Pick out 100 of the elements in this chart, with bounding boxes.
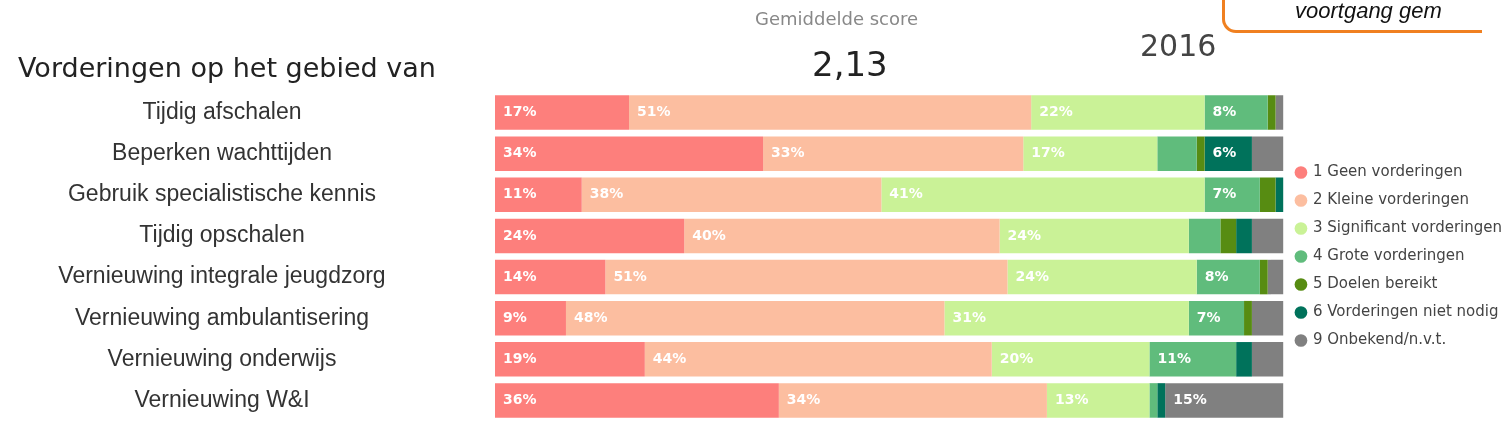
data-label: 38% <box>589 185 624 202</box>
data-label: 33% <box>771 144 805 161</box>
data-label: 15% <box>1173 391 1207 408</box>
y-tick-label: Tijdig opschalen <box>139 221 305 248</box>
bar <box>1251 218 1284 254</box>
data-label: 34% <box>503 144 537 161</box>
text: 2,13 <box>812 44 888 84</box>
y-tick-label: Vernieuwing ambulantisering <box>74 303 370 330</box>
bar <box>1251 300 1284 336</box>
bar <box>605 259 1008 295</box>
y-tick-label: Tijdig afschalen <box>142 97 302 124</box>
data-label: 8% <box>1212 103 1237 120</box>
bar <box>778 383 1047 418</box>
text: 2016 <box>1140 28 1217 63</box>
bar <box>629 95 1032 130</box>
bar <box>1157 383 1166 418</box>
data-label: 48% <box>573 308 608 325</box>
legend-label: 2 Kleine vorderingen <box>1312 190 1469 209</box>
data-label: 17% <box>1031 144 1065 161</box>
bar <box>1236 342 1252 377</box>
bar <box>1251 342 1284 377</box>
bar <box>495 95 630 130</box>
bar <box>999 218 1189 254</box>
bar <box>495 177 582 213</box>
text: Gemiddelde score <box>755 8 919 29</box>
y-tick-label: Vernieuwing W&I <box>134 385 310 412</box>
legend-label: 6 Vorderingen niet nodig <box>1312 302 1499 321</box>
bar <box>495 259 606 295</box>
bar <box>1220 218 1237 254</box>
data-label: 51% <box>613 267 647 284</box>
bar <box>991 342 1150 377</box>
data-label: 31% <box>952 308 986 325</box>
bar <box>1165 383 1284 418</box>
data-label: 7% <box>1196 308 1221 325</box>
bar <box>1149 383 1158 418</box>
data-label: 17% <box>503 103 537 120</box>
text: voortgang gem <box>1222 0 1482 33</box>
bar <box>684 218 1000 254</box>
bar <box>1244 300 1252 336</box>
bar <box>1267 259 1284 295</box>
data-label: 40% <box>692 226 726 243</box>
data-label: 6% <box>1212 144 1237 161</box>
bar <box>1236 218 1252 254</box>
bar <box>944 300 1189 336</box>
legend-label: 9 Onbekend/n.v.t. <box>1312 330 1447 349</box>
bar <box>1046 383 1150 418</box>
data-label: 24% <box>1007 226 1042 243</box>
bar <box>1204 95 1268 130</box>
data-label: 11% <box>503 185 537 202</box>
legend-label: 3 Significant vorderingen <box>1312 218 1502 237</box>
legend-label: 5 Doelen bereikt <box>1312 274 1438 293</box>
y-tick-label: Vernieuwing integrale jeugdzorg <box>58 262 386 289</box>
y-tick-label: Vernieuwing onderwijs <box>107 344 337 371</box>
bar <box>1259 177 1276 213</box>
bar <box>1188 300 1245 336</box>
bar <box>495 300 566 336</box>
bar <box>644 342 992 377</box>
bar <box>1149 342 1237 377</box>
bar <box>1251 136 1284 171</box>
data-label: 36% <box>503 391 537 408</box>
bar <box>1196 259 1260 295</box>
data-label: 8% <box>1204 267 1229 284</box>
bar <box>881 177 1205 213</box>
data-label: 13% <box>1054 391 1089 408</box>
y-tick-label: Gebruik specialistische kennis <box>67 180 377 207</box>
data-label: 22% <box>1039 103 1073 120</box>
data-label: 24% <box>503 226 537 243</box>
bar <box>763 136 1024 171</box>
bar <box>1267 95 1276 130</box>
bar <box>495 383 779 418</box>
data-label: 24% <box>1015 267 1050 284</box>
bar <box>1204 136 1252 171</box>
data-label: 19% <box>503 349 537 366</box>
bar <box>565 300 945 336</box>
bar <box>1196 136 1205 171</box>
data-label: 7% <box>1212 185 1237 202</box>
data-label: 9% <box>503 308 527 325</box>
bar <box>1031 95 1205 130</box>
bar <box>1157 136 1197 171</box>
data-label: 51% <box>637 103 671 120</box>
bar <box>581 177 882 213</box>
data-label: 14% <box>503 267 537 284</box>
bar <box>495 218 685 254</box>
y-tick-label: Beperken wachttijden <box>112 139 332 166</box>
y-axis-title: Vorderingen op het gebied van <box>18 52 436 83</box>
bar <box>1275 95 1284 130</box>
bar <box>495 136 764 171</box>
data-label: 11% <box>1157 349 1191 366</box>
data-label: 34% <box>786 391 821 408</box>
bar <box>1188 218 1221 254</box>
data-label: 20% <box>999 349 1034 366</box>
bar <box>1204 177 1260 213</box>
legend-label: 1 Geen vorderingen <box>1312 162 1463 181</box>
bar <box>1023 136 1158 171</box>
bar <box>1259 259 1268 295</box>
bar <box>1007 259 1197 295</box>
data-label: 44% <box>652 349 687 366</box>
bar <box>495 342 645 377</box>
legend-label: 4 Grote vorderingen <box>1312 246 1465 265</box>
data-label: 41% <box>889 185 923 202</box>
